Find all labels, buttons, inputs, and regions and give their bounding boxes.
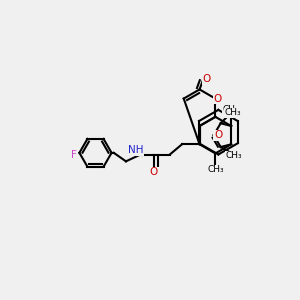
Text: CH₃: CH₃ bbox=[223, 105, 239, 114]
Text: O: O bbox=[214, 130, 222, 140]
Text: F: F bbox=[71, 150, 77, 160]
Text: O: O bbox=[202, 74, 210, 84]
Text: O: O bbox=[150, 167, 158, 177]
Text: CH₃: CH₃ bbox=[225, 151, 242, 160]
Text: NH: NH bbox=[128, 145, 143, 155]
Text: CH₃: CH₃ bbox=[224, 109, 241, 118]
Text: CH₃: CH₃ bbox=[207, 165, 224, 174]
Text: O: O bbox=[214, 94, 222, 103]
